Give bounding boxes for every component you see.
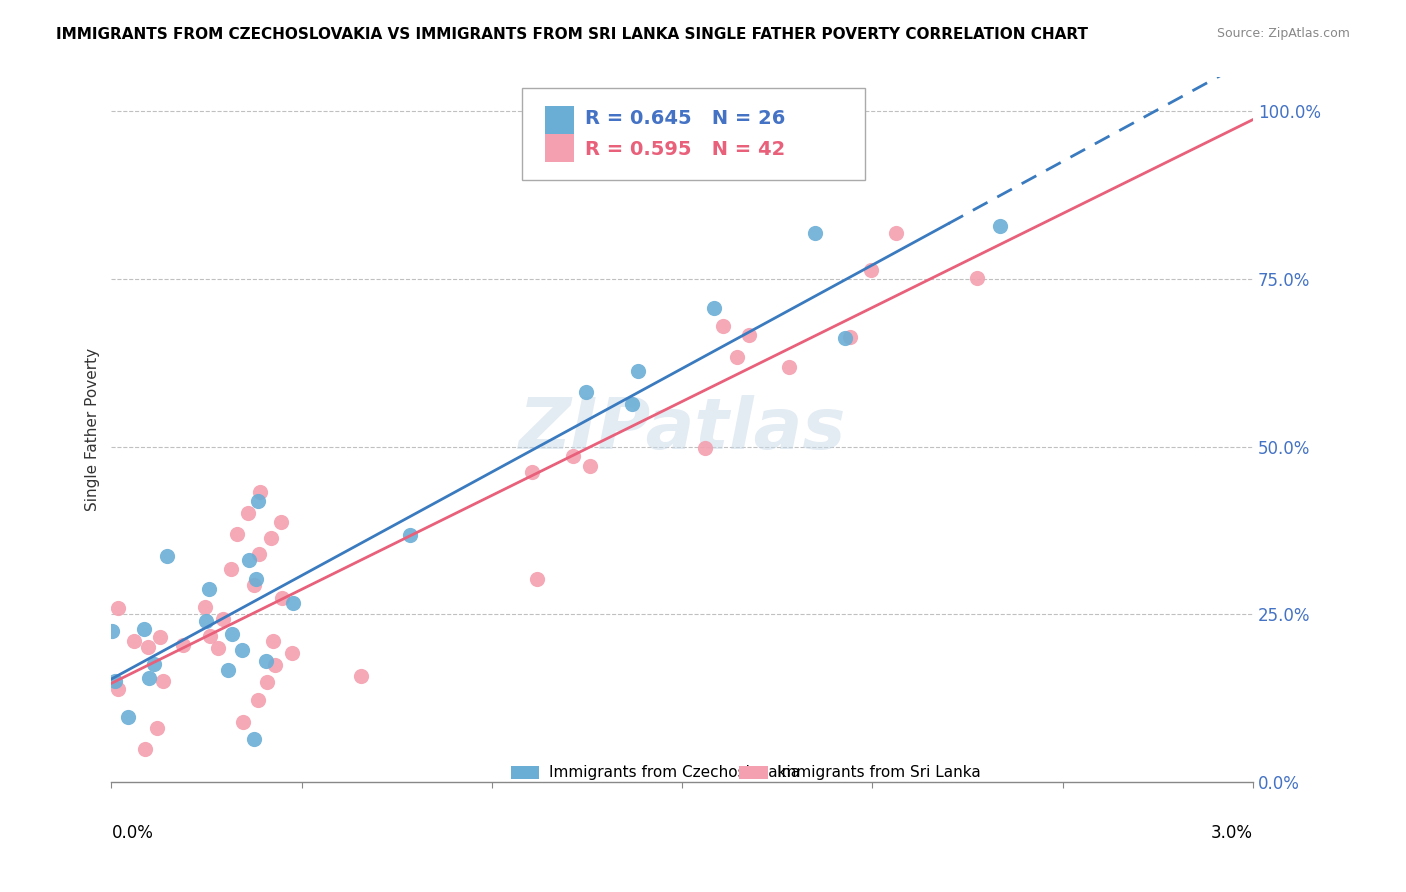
Point (152, 674, 174, 689)
Point (834, 331, 856, 345)
Point (212, 612, 235, 626)
Point (198, 582, 221, 597)
Point (693, 441, 716, 455)
Point (238, 553, 260, 567)
Point (243, 732, 266, 747)
Bar (740, 766, 768, 779)
Text: R = 0.595   N = 42: R = 0.595 N = 42 (585, 140, 786, 159)
Point (132, 623, 155, 637)
Point (575, 384, 598, 399)
Point (221, 562, 243, 576)
Point (156, 549, 179, 563)
Text: ZIPatlas: ZIPatlas (519, 395, 846, 464)
Point (217, 663, 239, 677)
Point (349, 669, 371, 683)
Point (839, 330, 862, 344)
Point (281, 596, 304, 610)
Point (122, 634, 145, 648)
Point (104, 674, 127, 689)
Point (249, 484, 271, 499)
Point (232, 714, 254, 729)
Text: R = 0.645   N = 26: R = 0.645 N = 26 (585, 109, 786, 128)
Point (620, 397, 643, 411)
Text: Immigrants from Czechoslovakia: Immigrants from Czechoslovakia (548, 765, 800, 780)
Bar (510, 766, 540, 779)
Point (711, 319, 734, 334)
Point (221, 627, 243, 641)
Point (136, 640, 159, 654)
Point (578, 458, 600, 473)
Point (107, 601, 129, 615)
Point (271, 591, 294, 606)
Bar (546, 134, 574, 162)
Point (198, 630, 221, 644)
Point (562, 449, 585, 463)
Text: IMMIGRANTS FROM CZECHOSLOVAKIA VS IMMIGRANTS FROM SRI LANKA SINGLE FATHER POVERT: IMMIGRANTS FROM CZECHOSLOVAKIA VS IMMIGR… (56, 27, 1088, 42)
Point (779, 360, 801, 375)
Point (107, 681, 129, 696)
Point (243, 578, 266, 592)
Point (138, 671, 160, 685)
Point (247, 547, 270, 561)
Point (225, 527, 247, 541)
Point (263, 658, 285, 673)
Point (195, 614, 218, 628)
Point (270, 515, 292, 529)
Y-axis label: Single Father Poverty: Single Father Poverty (86, 348, 100, 511)
Text: Source: ZipAtlas.com: Source: ZipAtlas.com (1216, 27, 1350, 40)
Point (256, 674, 278, 689)
Point (207, 641, 229, 656)
Point (884, 226, 907, 240)
Point (737, 328, 759, 343)
Point (262, 634, 284, 648)
Point (247, 493, 270, 508)
Point (988, 219, 1011, 233)
Point (725, 350, 748, 364)
Text: 3.0%: 3.0% (1211, 824, 1253, 842)
Text: 0.0%: 0.0% (111, 824, 153, 842)
Point (101, 624, 124, 638)
Point (236, 506, 259, 520)
Bar (546, 105, 574, 134)
Point (260, 532, 283, 546)
Text: Immigrants from Sri Lanka: Immigrants from Sri Lanka (778, 765, 980, 780)
Point (254, 654, 277, 668)
Point (245, 572, 267, 586)
FancyBboxPatch shape (522, 88, 865, 179)
Point (703, 301, 725, 315)
Point (246, 693, 269, 707)
Point (172, 639, 194, 653)
Point (149, 630, 172, 644)
Point (194, 600, 217, 615)
Point (117, 710, 139, 724)
Point (134, 741, 156, 756)
Point (522, 465, 544, 479)
Point (627, 364, 650, 378)
Point (803, 227, 825, 241)
Point (398, 528, 420, 542)
Point (231, 643, 253, 657)
Point (860, 262, 883, 277)
Point (281, 646, 304, 660)
Point (966, 271, 988, 285)
Point (143, 657, 166, 671)
Point (146, 721, 169, 735)
Point (526, 572, 548, 586)
